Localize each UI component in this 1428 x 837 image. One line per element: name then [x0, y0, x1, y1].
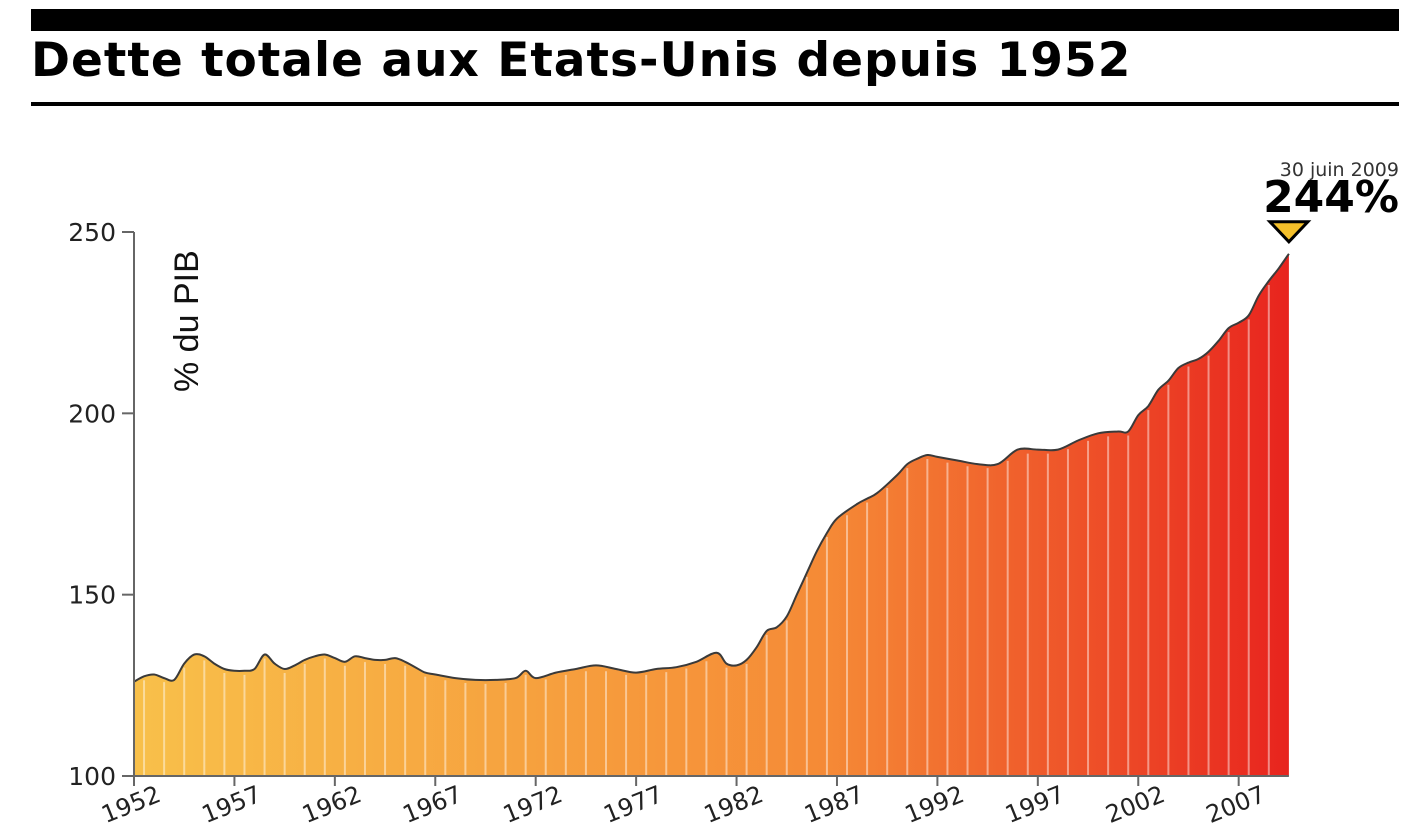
x-tick-label: 1967 — [399, 780, 466, 829]
x-tick-label: 1997 — [1001, 780, 1068, 829]
title-top-bar — [31, 9, 1399, 31]
y-axis-ticks: 100 150 200 250 — [68, 218, 134, 791]
y-tick-label: 150 — [68, 581, 116, 610]
y-tick-label: 100 — [68, 762, 116, 791]
y-tick-label: 200 — [68, 399, 116, 428]
x-tick-label: 2007 — [1202, 780, 1269, 829]
annotation-value: 244% — [1263, 172, 1399, 223]
title-underline — [31, 102, 1399, 106]
area-stripe-lines — [143, 284, 1270, 776]
y-axis-label: % du PIB — [168, 250, 206, 392]
y-tick-label: 250 — [68, 218, 116, 247]
debt-line — [133, 253, 1290, 683]
annotation-triangle-marker — [1266, 220, 1312, 244]
x-axis-ticks: 1952 1957 1962 1967 1972 1977 1982 1987 1992 1997… — [97, 776, 1269, 829]
x-tick-label: 1962 — [298, 780, 365, 829]
debt-area — [134, 253, 1289, 777]
x-tick-label: 1972 — [499, 780, 566, 829]
x-tick-label: 1982 — [700, 780, 767, 829]
x-tick-label: 1977 — [600, 780, 667, 829]
x-tick-label: 1992 — [901, 780, 968, 829]
annotation-date: 30 juin 2009 — [1280, 159, 1399, 181]
x-tick-label: 1957 — [198, 780, 265, 829]
chart-title: Dette totale aux Etats-Unis depuis 1952 — [31, 33, 1132, 88]
x-tick-label: 2002 — [1102, 780, 1169, 829]
x-tick-label: 1987 — [800, 780, 867, 829]
